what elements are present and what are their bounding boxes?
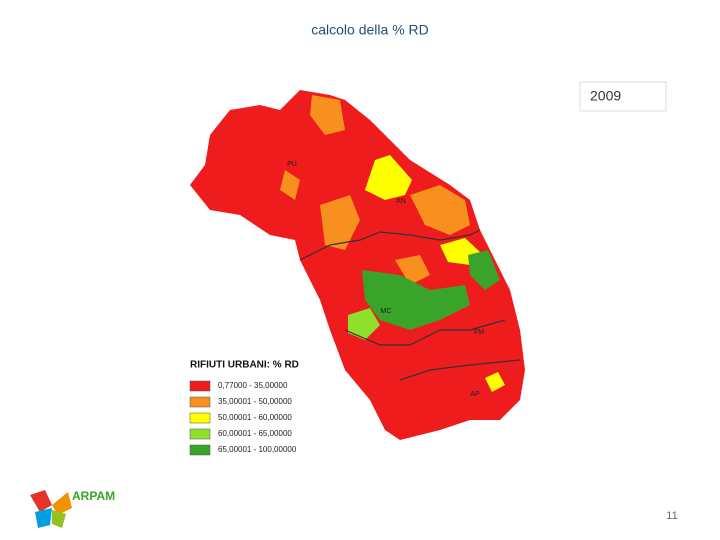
province-label: AP	[470, 391, 480, 398]
legend-swatch	[189, 396, 211, 408]
area-orange	[395, 255, 430, 285]
area-green	[362, 270, 470, 330]
logo-text: ARPAM	[72, 489, 115, 503]
slide-title: calcolo della % RD	[311, 22, 429, 38]
area-orange	[410, 185, 470, 235]
logo-wing	[35, 508, 52, 528]
area-orange	[310, 95, 345, 135]
legend-label: 35,00001 - 50,00000	[218, 397, 292, 406]
year-box	[579, 81, 667, 112]
region-base	[190, 90, 525, 440]
province-label: AN	[396, 198, 406, 205]
area-orange	[280, 170, 300, 200]
province-border	[344, 319, 506, 346]
logo-wing	[52, 492, 72, 515]
legend-title: RIFIUTI URBANI: % RD	[190, 360, 299, 371]
legend-label: 65,00001 - 100,00000	[218, 445, 297, 454]
area-yellow	[485, 372, 505, 392]
area-lightgreen	[348, 308, 380, 340]
province-border	[399, 359, 521, 381]
legend-swatch	[189, 380, 211, 392]
legend-label: 0,77000 - 35,00000	[218, 381, 288, 390]
logo-wing	[52, 510, 66, 528]
area-green	[468, 250, 500, 290]
legend-swatch	[189, 444, 211, 456]
area-yellow	[365, 155, 412, 200]
province-label: FM	[474, 329, 484, 336]
legend-label: 60,00001 - 65,00000	[218, 429, 292, 438]
legend-swatch	[189, 412, 211, 424]
province-label: MC	[381, 308, 392, 315]
map	[190, 90, 525, 440]
province-label: PU	[287, 161, 297, 168]
page-number: 11	[666, 510, 677, 522]
logo-wing	[30, 490, 52, 512]
logo: ARPAM	[30, 489, 115, 528]
province-border	[299, 229, 481, 261]
area-orange	[320, 195, 360, 250]
legend-swatch	[189, 428, 211, 440]
legend-label: 50,00001 - 60,00000	[218, 413, 292, 422]
year-label: 2009	[590, 88, 621, 104]
